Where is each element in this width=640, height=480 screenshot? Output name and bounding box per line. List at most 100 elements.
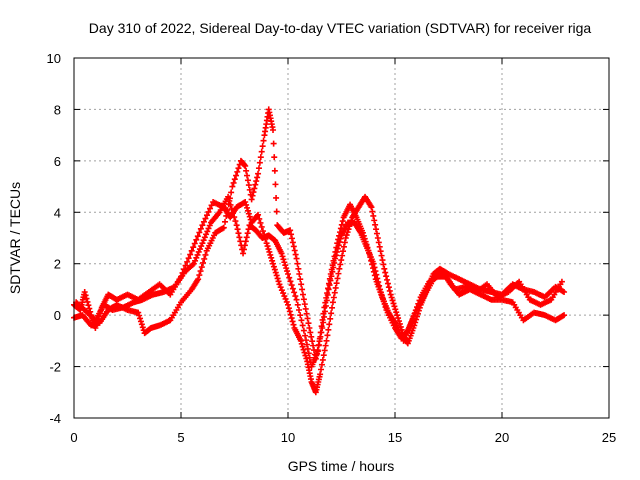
data-point bbox=[314, 348, 321, 355]
data-point bbox=[259, 228, 266, 235]
data-point bbox=[240, 250, 247, 257]
data-point bbox=[325, 280, 332, 287]
data-point bbox=[278, 287, 285, 294]
data-point bbox=[293, 296, 300, 303]
data-point bbox=[309, 338, 316, 345]
data-point bbox=[370, 212, 377, 219]
data-point bbox=[270, 263, 277, 270]
data-point bbox=[414, 304, 421, 311]
data-point bbox=[243, 201, 250, 208]
data-point bbox=[139, 324, 146, 331]
data-point bbox=[381, 265, 388, 272]
data-point bbox=[191, 240, 198, 247]
data-point bbox=[389, 297, 396, 304]
data-point bbox=[326, 275, 333, 282]
data-point bbox=[334, 275, 341, 282]
data-point bbox=[383, 273, 390, 280]
data-point bbox=[282, 262, 289, 269]
data-point bbox=[378, 252, 385, 259]
data-point bbox=[321, 347, 328, 354]
data-point bbox=[271, 266, 278, 273]
data-point bbox=[306, 354, 313, 361]
data-point bbox=[374, 235, 381, 241]
data-point bbox=[289, 318, 296, 325]
data-point bbox=[85, 302, 92, 309]
x-tick-label: 10 bbox=[281, 430, 295, 445]
data-point bbox=[300, 327, 307, 334]
data-point bbox=[331, 253, 338, 260]
data-point bbox=[271, 167, 278, 174]
data-point bbox=[330, 257, 337, 264]
data-point bbox=[291, 289, 298, 296]
data-point bbox=[266, 248, 273, 255]
data-point bbox=[303, 341, 310, 348]
data-point bbox=[187, 251, 194, 258]
data-point bbox=[292, 293, 299, 300]
data-point bbox=[282, 295, 289, 302]
data-point bbox=[225, 193, 232, 200]
data-point bbox=[200, 259, 207, 266]
data-point bbox=[285, 305, 292, 312]
data-point bbox=[319, 316, 326, 323]
data-point bbox=[270, 127, 277, 133]
data-point bbox=[409, 317, 416, 324]
data-point bbox=[269, 257, 276, 264]
data-point bbox=[368, 204, 375, 211]
data-point bbox=[135, 309, 142, 316]
data-point bbox=[240, 246, 247, 253]
plot-frame bbox=[73, 57, 610, 419]
data-point bbox=[257, 219, 264, 226]
data-point bbox=[390, 300, 397, 307]
data-point bbox=[369, 265, 376, 272]
data-point bbox=[324, 332, 331, 339]
data-point bbox=[328, 266, 335, 273]
data-point bbox=[296, 307, 303, 313]
data-point bbox=[273, 194, 280, 201]
data-point bbox=[201, 234, 208, 241]
data-point bbox=[195, 248, 202, 255]
data-point bbox=[302, 305, 309, 312]
data-point bbox=[287, 311, 294, 318]
data-point bbox=[386, 287, 393, 294]
data-point bbox=[397, 323, 404, 330]
data-point bbox=[310, 342, 317, 349]
data-point bbox=[285, 271, 291, 277]
data-point bbox=[230, 179, 237, 186]
data-point bbox=[290, 243, 297, 250]
data-point bbox=[136, 312, 143, 319]
data-point bbox=[369, 208, 376, 215]
data-point bbox=[278, 250, 285, 257]
data-point bbox=[255, 211, 262, 218]
data-point bbox=[323, 294, 330, 301]
data-point bbox=[318, 361, 325, 368]
x-tick-label: 0 bbox=[70, 430, 77, 445]
data-point bbox=[298, 281, 305, 288]
y-tick-label: 8 bbox=[54, 102, 61, 117]
data-point bbox=[268, 254, 275, 261]
data-point bbox=[190, 244, 197, 251]
data-point bbox=[299, 322, 306, 329]
data-point bbox=[325, 326, 332, 333]
data-point bbox=[207, 205, 214, 212]
data-point bbox=[416, 297, 423, 304]
data-point bbox=[234, 226, 241, 233]
data-point bbox=[205, 208, 212, 215]
data-point bbox=[232, 218, 239, 225]
data-point bbox=[281, 259, 288, 266]
data-point bbox=[325, 285, 332, 292]
data-point bbox=[193, 236, 200, 243]
data-point bbox=[243, 234, 250, 241]
data-point bbox=[258, 223, 265, 230]
data-point bbox=[318, 323, 325, 330]
data-point bbox=[317, 371, 324, 378]
data-point bbox=[332, 284, 339, 291]
data-point bbox=[222, 218, 229, 225]
data-point bbox=[255, 170, 262, 177]
data-point bbox=[267, 251, 274, 258]
y-tick-label: -2 bbox=[49, 360, 61, 375]
data-point bbox=[288, 235, 295, 242]
data-point bbox=[342, 235, 349, 241]
data-point bbox=[263, 240, 270, 247]
data-point bbox=[245, 210, 252, 217]
data-point bbox=[280, 256, 287, 263]
